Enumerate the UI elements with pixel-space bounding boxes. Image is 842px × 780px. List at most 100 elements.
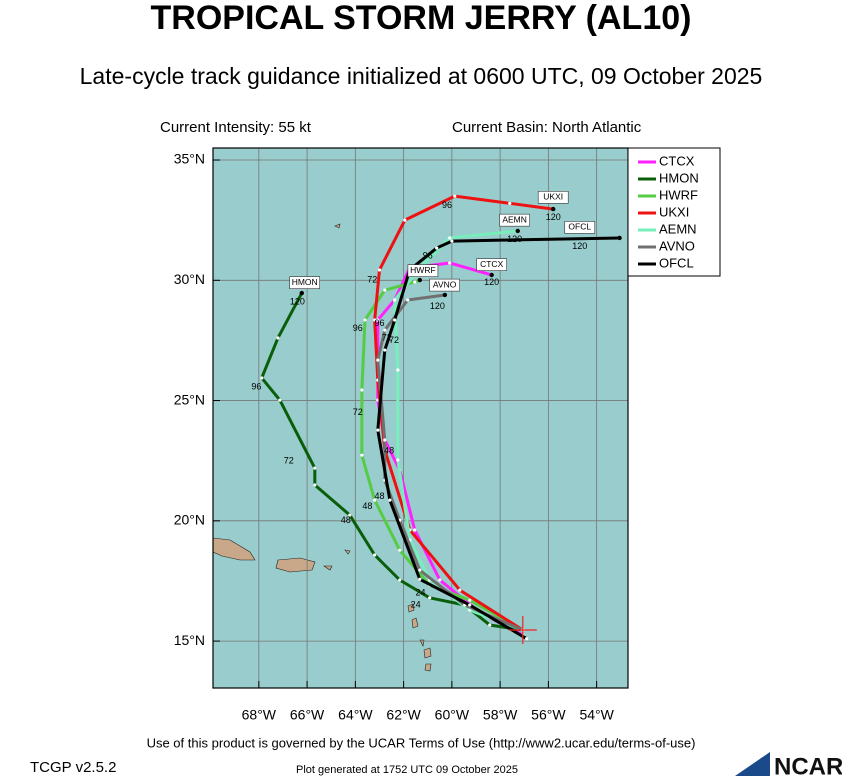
track-point — [383, 438, 387, 442]
track-point — [448, 236, 452, 240]
legend-label: HWRF — [659, 187, 698, 202]
track-point — [313, 466, 317, 470]
track-point — [438, 578, 442, 582]
y-tick-label: 30°N — [174, 271, 205, 287]
track-point — [448, 261, 452, 265]
model-label: UKXI — [543, 192, 563, 202]
forecast-hour: 48 — [341, 515, 351, 525]
forecast-hour: 120 — [430, 301, 445, 311]
model-label: OFCL — [568, 222, 591, 232]
track-point — [396, 458, 400, 462]
track-point — [396, 368, 400, 372]
terms: Use of this product is governed by the U… — [147, 735, 696, 750]
x-tick-label: 54°W — [579, 707, 614, 723]
track-point — [276, 336, 280, 340]
basin: Current Basin: North Atlantic — [452, 119, 642, 136]
track-point — [418, 568, 422, 572]
subtitle: Late-cycle track guidance initialized at… — [80, 63, 763, 89]
track-end — [299, 290, 304, 296]
track-point — [435, 246, 439, 250]
x-tick-label: 58°W — [483, 707, 518, 723]
version: TCGP v2.5.2 — [30, 759, 116, 776]
track-point — [383, 328, 387, 332]
forecast-hour: 72 — [382, 332, 392, 342]
forecast-hour: 72 — [389, 335, 399, 345]
y-tick-label: 35°N — [174, 151, 205, 167]
forecast-hour: 96 — [251, 381, 261, 391]
track-end — [417, 277, 422, 283]
track-point — [383, 348, 387, 352]
track-point — [393, 298, 397, 302]
plot-frame — [212, 147, 629, 689]
generated: Plot generated at 1752 UTC 09 October 20… — [296, 764, 518, 776]
forecast-hour: 72 — [353, 407, 363, 417]
track-point — [428, 596, 432, 600]
logo: NCAR — [735, 752, 842, 780]
x-tick-label: 56°W — [531, 707, 566, 723]
track-point — [348, 513, 352, 517]
track-point — [376, 318, 380, 322]
track-point — [508, 201, 512, 205]
track-point — [458, 588, 462, 592]
track-end — [515, 228, 520, 234]
track-point — [373, 498, 377, 502]
track-point — [468, 603, 472, 607]
x-tick-label: 64°W — [338, 707, 373, 723]
track-point — [468, 608, 472, 612]
forecast-hour: 120 — [290, 296, 305, 306]
model-label: AEMN — [502, 214, 527, 224]
model-label: HWRF — [410, 265, 436, 275]
legend-label: AVNO — [659, 238, 695, 253]
track-point — [403, 218, 407, 222]
track-point — [278, 398, 282, 402]
legend-label: OFCL — [659, 255, 694, 270]
forecast-hour: 120 — [546, 212, 561, 222]
track-point — [406, 298, 410, 302]
legend-label: HMON — [659, 170, 699, 185]
legend-label: CTCX — [659, 153, 695, 168]
track-point — [413, 280, 417, 284]
legend-label: UKXI — [659, 204, 689, 219]
forecast-hour: 24 — [411, 599, 421, 609]
model-box — [564, 221, 596, 234]
track-point — [373, 553, 377, 557]
forecast-hour: 72 — [367, 275, 377, 285]
logo-text: NCAR — [774, 753, 842, 780]
forecast-hour: 48 — [374, 491, 384, 501]
track-point — [453, 194, 457, 198]
x-tick-label: 66°W — [290, 707, 325, 723]
model-box — [429, 278, 460, 292]
track-point — [373, 318, 377, 322]
track-point — [377, 268, 382, 272]
forecast-hour: 96 — [442, 200, 452, 210]
track-point — [525, 637, 529, 641]
track-point — [388, 498, 392, 502]
forecast-hour: 48 — [362, 501, 372, 511]
forecast-hour: 120 — [507, 234, 522, 244]
forecast-hour: 72 — [284, 456, 294, 466]
track-point — [376, 428, 380, 432]
forecast-hour: 120 — [484, 277, 499, 287]
track-point — [313, 483, 317, 487]
model-box — [407, 264, 439, 277]
track-point — [398, 578, 402, 582]
track-point — [260, 376, 264, 380]
track-point — [468, 598, 472, 602]
track-point — [376, 358, 380, 362]
forecast-hour: 96 — [374, 318, 384, 328]
y-tick-label: 15°N — [174, 632, 205, 648]
model-box — [289, 276, 320, 289]
title: TROPICAL STORM JERRY (AL10) — [151, 0, 692, 37]
track-point — [488, 623, 492, 627]
y-tick-label: 25°N — [174, 391, 205, 407]
track-point — [393, 318, 397, 322]
model-label: HMON — [292, 277, 318, 287]
model-box — [476, 258, 507, 271]
model-box — [499, 213, 530, 227]
forecast-hour: 96 — [423, 251, 433, 261]
x-tick-label: 62°W — [386, 707, 421, 723]
land — [212, 223, 432, 672]
track-point — [360, 388, 364, 392]
track-end — [489, 272, 494, 278]
